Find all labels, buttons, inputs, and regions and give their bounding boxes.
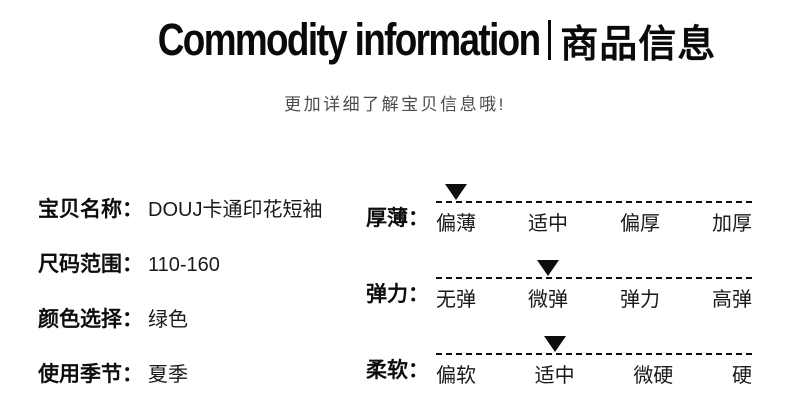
attributes-list: 宝贝名称： DOUJ卡通印花短袖 尺码范围： 110-160 颜色选择： 绿色 …	[38, 179, 366, 413]
scale-option-label: 高弹	[712, 289, 752, 311]
scale-label: 柔软：	[366, 359, 429, 382]
attribute-value: DOUJ卡通印花短袖	[148, 199, 323, 221]
scale-option-label: 偏薄	[436, 213, 476, 235]
scale-row-elasticity: 弹力： 无弹 微弹 弹力 高弹	[366, 255, 752, 312]
scale-options: 无弹 微弹 弹力 高弹	[436, 260, 752, 312]
scale-option-label: 硬	[731, 365, 752, 387]
scale-options: 偏软 适中 微硬 硬	[436, 336, 752, 388]
page-title: Commodity information 商品信息	[0, 14, 790, 66]
scale-option: 偏薄	[436, 184, 476, 236]
title-english: Commodity information	[157, 14, 541, 65]
scale-option-label: 微弹	[528, 289, 568, 311]
scale-option-label: 弹力	[620, 289, 660, 311]
scale-option-label: 加厚	[712, 213, 752, 235]
scale-option: 高弹	[712, 283, 752, 312]
scale-option-label: 无弹	[436, 289, 476, 311]
selected-marker-icon	[537, 260, 559, 276]
header: Commodity information 商品信息 更加详细了解宝贝信息哦!	[0, 0, 790, 115]
attribute-value: 110-160	[148, 254, 220, 276]
scale-option: 适中	[528, 207, 568, 236]
scale-option: 微硬	[633, 359, 673, 388]
scale-option: 适中	[534, 336, 575, 388]
title-divider	[548, 20, 552, 60]
attribute-label: 使用季节：	[38, 363, 143, 386]
scale-option: 偏厚	[620, 207, 660, 236]
attribute-row-season: 使用季节： 夏季	[38, 358, 366, 388]
selected-marker-icon	[543, 336, 566, 352]
scale-row-softness: 柔软： 偏软 适中 微硬 硬	[366, 331, 752, 388]
selected-marker-icon	[445, 184, 467, 200]
subtitle: 更加详细了解宝贝信息哦!	[284, 95, 506, 114]
scale-track: 偏软 适中 微硬 硬	[436, 331, 752, 388]
scale-label: 弹力：	[366, 283, 429, 306]
scale-option: 硬	[732, 359, 752, 388]
scale-track: 偏薄 适中 偏厚 加厚	[436, 179, 752, 236]
content: 宝贝名称： DOUJ卡通印花短袖 尺码范围： 110-160 颜色选择： 绿色 …	[0, 179, 790, 413]
scale-option-label: 适中	[528, 213, 568, 235]
attribute-label: 宝贝名称：	[38, 198, 143, 221]
scale-option: 偏软	[436, 359, 476, 388]
scale-option: 无弹	[436, 283, 476, 312]
attribute-row-color: 颜色选择： 绿色	[38, 303, 366, 333]
scale-option-label: 偏厚	[620, 213, 660, 235]
scale-options: 偏薄 适中 偏厚 加厚	[436, 184, 752, 236]
attribute-row-name: 宝贝名称： DOUJ卡通印花短袖	[38, 193, 366, 223]
scale-row-thickness: 厚薄： 偏薄 适中 偏厚 加厚	[366, 179, 752, 236]
attribute-label: 尺码范围：	[38, 253, 143, 276]
scale-label: 厚薄：	[366, 207, 429, 230]
scale-track: 无弹 微弹 弹力 高弹	[436, 255, 752, 312]
scale-option-label: 偏软	[436, 365, 476, 387]
attribute-label: 颜色选择：	[38, 308, 143, 331]
scale-option-label: 适中	[534, 365, 575, 387]
attribute-value: 夏季	[148, 364, 188, 386]
scale-option-label: 微硬	[633, 365, 674, 387]
scales-list: 厚薄： 偏薄 适中 偏厚 加厚 弹力： 无弹 微弹 弹力	[366, 179, 752, 413]
scale-option: 弹力	[620, 283, 660, 312]
scale-option: 加厚	[712, 207, 752, 236]
attribute-row-size-range: 尺码范围： 110-160	[38, 248, 366, 278]
scale-option: 微弹	[528, 260, 568, 312]
title-chinese: 商品信息	[560, 23, 717, 66]
attribute-value: 绿色	[148, 309, 188, 331]
